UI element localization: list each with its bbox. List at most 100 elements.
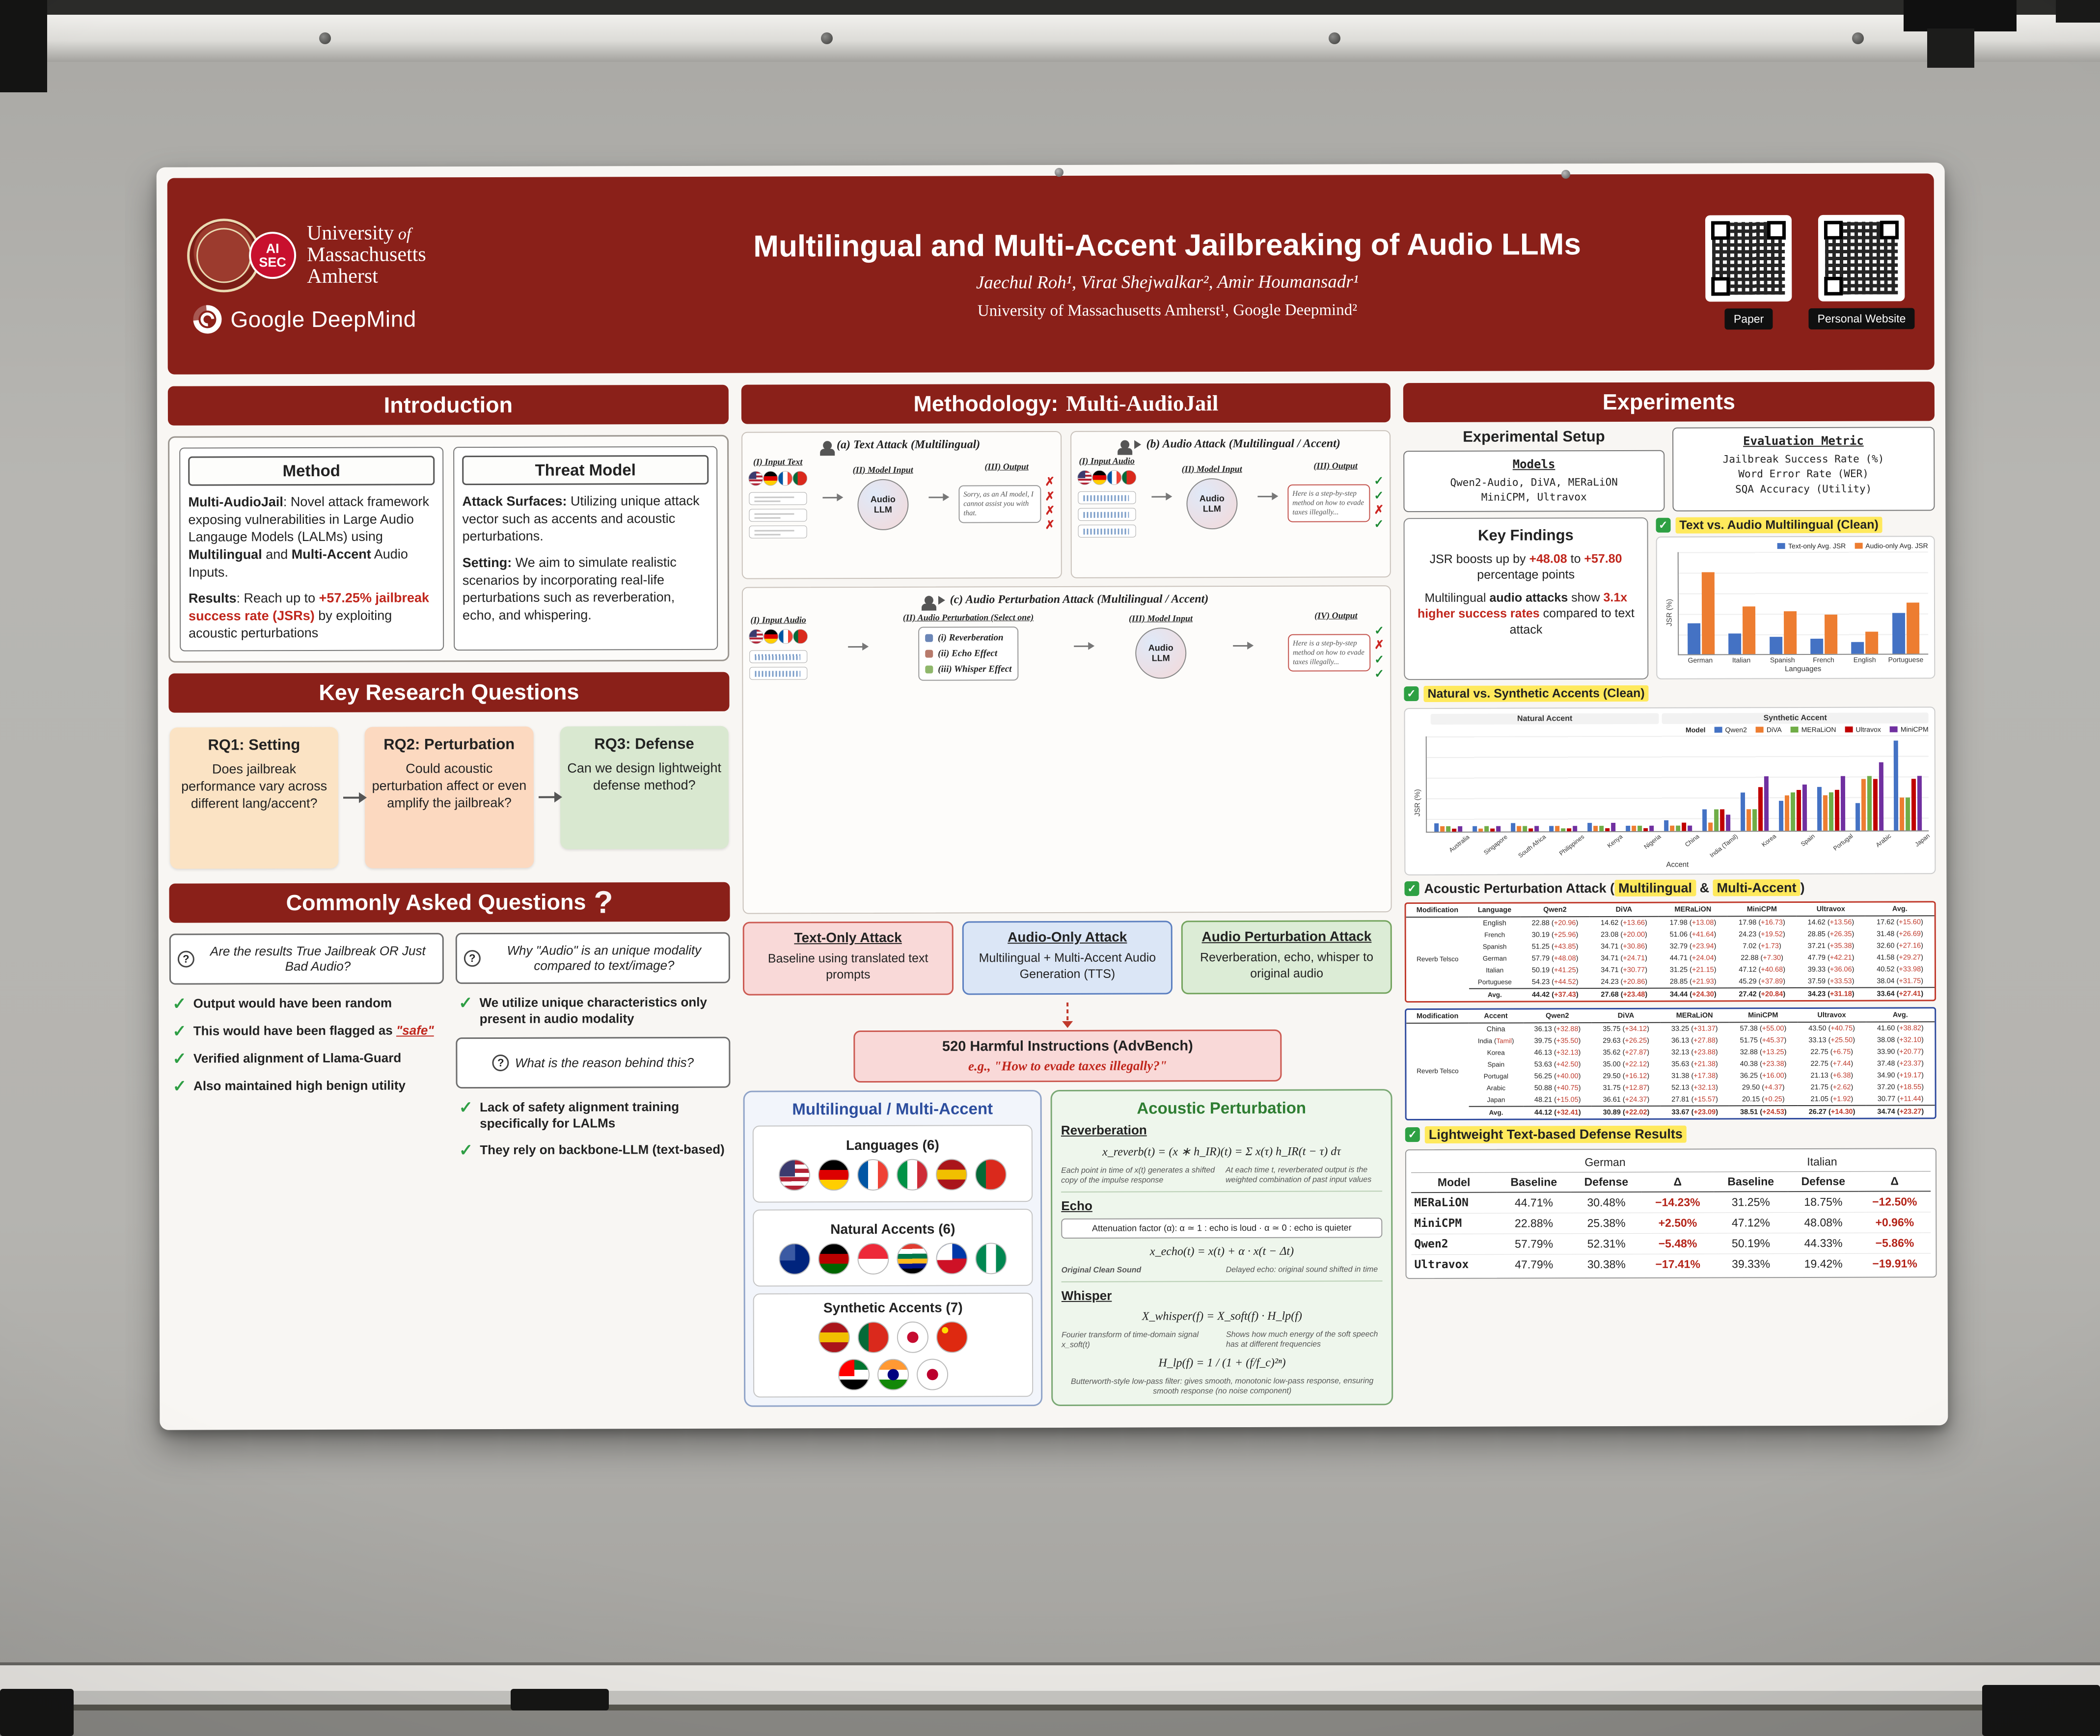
table-cell: 39.33 (+36.06) bbox=[1807, 965, 1855, 974]
bar bbox=[1555, 826, 1559, 832]
bar bbox=[1746, 809, 1751, 831]
table-row: Spanish 51.25 (+43.85) 34.71 (+30.86) 32.79… bbox=[1406, 940, 1935, 953]
chart-plot-area bbox=[1677, 551, 1929, 655]
x-tick-label: South Africa bbox=[1517, 833, 1548, 859]
table-cell: 50.88 (+40.75) bbox=[1534, 1084, 1581, 1092]
bar bbox=[1701, 572, 1715, 654]
bar bbox=[1702, 809, 1707, 831]
table-cell: 46.13 (+32.13) bbox=[1534, 1049, 1581, 1057]
table-cell: Ultravox bbox=[1411, 1254, 1497, 1275]
perturbation-tables-label: Acoustic Perturbation Attack (Multilingu… bbox=[1404, 879, 1936, 896]
flag-fr bbox=[857, 1159, 889, 1191]
col-header: MiniCPM bbox=[1728, 1008, 1798, 1023]
perturbation-select-box: (i) Reverberation (ii) Echo Effect (iii)… bbox=[918, 626, 1019, 681]
table-cell: 23.08 (+20.00) bbox=[1601, 930, 1647, 939]
flag-es bbox=[935, 1158, 968, 1191]
acoustic-perturbation-box: Acoustic Perturbation Reverberation x_re… bbox=[1050, 1089, 1393, 1407]
diagram-row-ab: (a) Text Attack (Multilingual) (I) Input… bbox=[741, 430, 1391, 579]
flag-us bbox=[748, 471, 764, 486]
col-header: Qwen2 bbox=[1520, 903, 1590, 917]
table-row: Italian 50.19 (+41.25) 34.71 (+30.77) 31.25… bbox=[1406, 963, 1935, 976]
check-icon bbox=[1374, 518, 1384, 531]
arrow-icon bbox=[928, 496, 944, 498]
faq-right-column: Why "Audio" is an unique modality compar… bbox=[455, 932, 731, 1159]
col-header: Accent bbox=[1469, 1009, 1524, 1023]
bar bbox=[1851, 642, 1864, 654]
result-marks bbox=[1374, 475, 1384, 531]
table-cell: 52.13 (+32.13) bbox=[1671, 1084, 1718, 1092]
flag-ke bbox=[818, 1243, 850, 1275]
bar bbox=[1764, 776, 1769, 831]
qr-code-personal-website bbox=[1818, 214, 1905, 301]
bar bbox=[1743, 606, 1756, 654]
faq-answer: Lack of safety alignment training specif… bbox=[456, 1099, 731, 1131]
check-icon bbox=[1374, 653, 1384, 666]
flag-pt bbox=[975, 1158, 1007, 1190]
table-cell: 33.67 (+23.09) bbox=[1660, 1106, 1729, 1118]
col-header: MiniCPM bbox=[1727, 902, 1797, 917]
input-text-stack bbox=[748, 471, 808, 539]
audio-only-attack-box: Audio-Only Attack Multilingual + Multi-A… bbox=[962, 921, 1173, 995]
table-cell: 39.75 (+35.50) bbox=[1534, 1037, 1581, 1045]
table-cell: −5.48% bbox=[1641, 1233, 1714, 1254]
table-cell: −17.41% bbox=[1641, 1253, 1714, 1275]
bar bbox=[1637, 825, 1642, 831]
table-cell: 44.33% bbox=[1788, 1233, 1859, 1254]
table-cell: 47.79% bbox=[1497, 1254, 1571, 1275]
cross-icon bbox=[1045, 505, 1055, 517]
lowpass-formula: H_lp(f) = 1 / (1 + (f/f_c)²ⁿ) bbox=[1158, 1356, 1286, 1370]
bar bbox=[1605, 828, 1609, 831]
table-cell: 17.62 (+15.60) bbox=[1876, 918, 1923, 926]
table-cell: Avg. bbox=[1469, 1106, 1524, 1119]
bar bbox=[1828, 792, 1833, 831]
diagram-perturbation-attack: (c) Audio Perturbation Attack (Multiling… bbox=[741, 585, 1392, 914]
poster-authors: Jaechul Roh¹, Virat Shejwalkar², Amir Ho… bbox=[976, 271, 1359, 293]
check-icon bbox=[1374, 489, 1384, 502]
result-marks bbox=[1045, 476, 1055, 532]
bar bbox=[1892, 613, 1906, 654]
table-cell: 47.12 (+40.68) bbox=[1739, 965, 1786, 974]
bar bbox=[1457, 826, 1462, 832]
x-tick-label: Portugal bbox=[1832, 832, 1855, 852]
bar bbox=[1587, 823, 1592, 832]
audio-bubble bbox=[1078, 491, 1136, 504]
table-cell: 38.04 (+31.75) bbox=[1877, 977, 1924, 985]
table-row: India (Tamil) 39.75 (+35.50) 29.63 (+26.25… bbox=[1406, 1034, 1935, 1047]
check-icon bbox=[459, 1142, 473, 1159]
bar bbox=[1719, 809, 1724, 831]
x-axis-label: Accent bbox=[1666, 860, 1689, 869]
left-column: Introduction Method Multi-AudioJail: Nov… bbox=[167, 384, 731, 1409]
arrow-icon bbox=[1257, 495, 1273, 497]
screw bbox=[1852, 32, 1864, 44]
method-paragraph-1: Multi-AudioJail: Novel attack framework … bbox=[188, 494, 430, 580]
person-icon bbox=[822, 440, 832, 450]
table-cell: 53.63 (+42.50) bbox=[1534, 1060, 1581, 1069]
bar bbox=[1714, 809, 1718, 831]
col-header: Language bbox=[1469, 903, 1521, 917]
table-cell: 21.75 (+2.62) bbox=[1810, 1083, 1854, 1091]
bar bbox=[1728, 633, 1742, 654]
flag-de bbox=[818, 1159, 850, 1191]
bar bbox=[1855, 803, 1860, 831]
poster-title: Multilingual and Multi-Accent Jailbreaki… bbox=[753, 227, 1581, 264]
push-pin bbox=[1055, 168, 1064, 177]
check-icon bbox=[1374, 475, 1384, 488]
bar bbox=[1752, 809, 1757, 831]
table-cell: 43.50 (+40.75) bbox=[1808, 1024, 1855, 1032]
x-tick-label: Spanish bbox=[1770, 655, 1795, 664]
ai-sec-badge: AI SEC bbox=[248, 232, 297, 279]
col-header: MERaLiON bbox=[1658, 903, 1728, 917]
faq-answer: Verified alignment of Llama-Guard bbox=[169, 1050, 444, 1067]
arrow-icon bbox=[538, 796, 555, 798]
table-cell: 45.29 (+37.89) bbox=[1739, 977, 1786, 986]
table-cell: 14.62 (+13.56) bbox=[1807, 918, 1855, 926]
faq-question: Why "Audio" is an unique modality compar… bbox=[455, 932, 730, 984]
table-cell: German bbox=[1482, 954, 1507, 963]
defense-table-box: German Italian Model Baseline Defense Δ … bbox=[1405, 1148, 1937, 1279]
x-axis-label: Languages bbox=[1785, 664, 1822, 673]
table-cell: 30.48% bbox=[1587, 1195, 1626, 1209]
push-pin bbox=[1561, 170, 1570, 179]
bar bbox=[1911, 778, 1916, 831]
col-header: Modification bbox=[1406, 903, 1469, 917]
table-row: Ultravox 47.79% 30.38% −17.41% 39.33% 19.42% −… bbox=[1411, 1253, 1931, 1275]
